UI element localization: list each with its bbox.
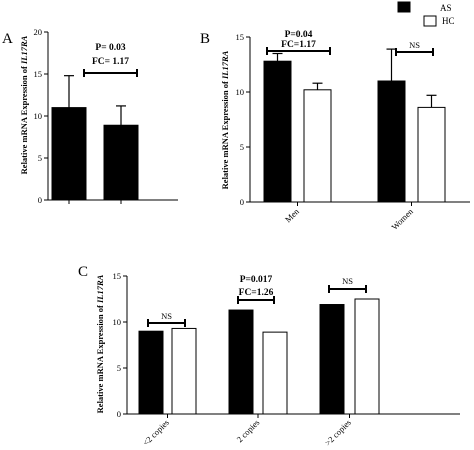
y-tick-label-a: 15	[34, 69, 43, 79]
bar-c-hc-3	[354, 298, 380, 415]
legend: AS HC	[397, 1, 455, 27]
p-value-label-c: NS	[161, 311, 172, 321]
y-tick-label-c: 10	[113, 317, 122, 327]
panel-letter-c: C	[78, 264, 88, 280]
bar-c-as-1	[138, 330, 164, 415]
x-category-label-b: Men	[283, 206, 302, 225]
y-axis-label-c: Relative mRNA Expression of IL17RA	[95, 274, 105, 413]
y-tick-label-a: 10	[34, 111, 43, 121]
x-category-label-c: 2 copies	[234, 417, 261, 444]
x-category-label-b: Women	[389, 206, 415, 232]
bar-b-hc-2	[417, 106, 446, 203]
chart-panel-c: C Relative mRNA Expression of IL17RA 0 5 1…	[78, 264, 460, 448]
chart-panel-a: A Relative mRNA Expression of IL17RA 0 5 1…	[2, 27, 178, 205]
bar-c-hc-1	[171, 327, 197, 415]
bar-b-as-2	[377, 80, 406, 203]
panel-letter-b: B	[200, 31, 210, 47]
y-tick-label-b: 5	[240, 142, 244, 152]
p-value-label-a: P= 0.03	[95, 43, 125, 53]
p-value-label-b: P=0.04	[285, 30, 313, 40]
y-tick-label-c: 0	[117, 409, 121, 419]
y-axis-label-b: Relative mRNA Expression of IL17RA	[220, 50, 230, 189]
x-category-label-c: >2 copies	[323, 417, 353, 447]
fold-change-label-a: FC= 1.17	[92, 57, 129, 67]
legend-label-as: AS	[440, 3, 452, 13]
bar-b-hc-1	[303, 89, 332, 203]
p-value-label-b: NS	[409, 40, 420, 50]
chart-panel-b: B Relative mRNA Expression of IL17RA 0 5 1…	[200, 30, 470, 232]
y-tick-label-b: 10	[236, 87, 245, 97]
y-axis-label-a: Relative mRNA Expression of IL17RA	[19, 35, 29, 174]
y-tick-label-a: 5	[38, 153, 42, 163]
legend-swatch-hc	[423, 15, 437, 27]
bar-c-as-3	[319, 304, 345, 415]
y-tick-label-c: 15	[113, 271, 122, 281]
panel-letter-a: A	[2, 31, 13, 47]
p-value-label-c: NS	[342, 276, 353, 286]
bar-a-series-2	[103, 124, 139, 201]
x-category-label-c: <2 copies	[141, 417, 171, 447]
plot-area-a: 0 5 10 15 20 P= 0.03 FC= 1.17	[34, 27, 178, 205]
bar-c-as-2	[228, 309, 254, 415]
legend-swatch-as	[397, 1, 411, 13]
bar-a-series-1	[51, 107, 87, 201]
y-tick-label-b: 15	[236, 32, 245, 42]
plot-area-c: 0 5 10 15 <2 copies 2 copies >2 copies NS P=0.01…	[113, 271, 460, 448]
p-value-label-c: P=0.017	[240, 275, 273, 285]
legend-label-hc: HC	[442, 16, 455, 26]
fold-change-label-b: FC=1.17	[281, 40, 316, 50]
bar-c-hc-2	[262, 331, 288, 415]
y-tick-label-a: 0	[38, 195, 42, 205]
y-tick-label-a: 20	[34, 27, 43, 37]
y-tick-label-b: 0	[240, 197, 244, 207]
bar-b-as-1	[263, 60, 292, 203]
fold-change-label-c: FC=1.26	[239, 288, 274, 298]
y-tick-label-c: 5	[117, 363, 121, 373]
